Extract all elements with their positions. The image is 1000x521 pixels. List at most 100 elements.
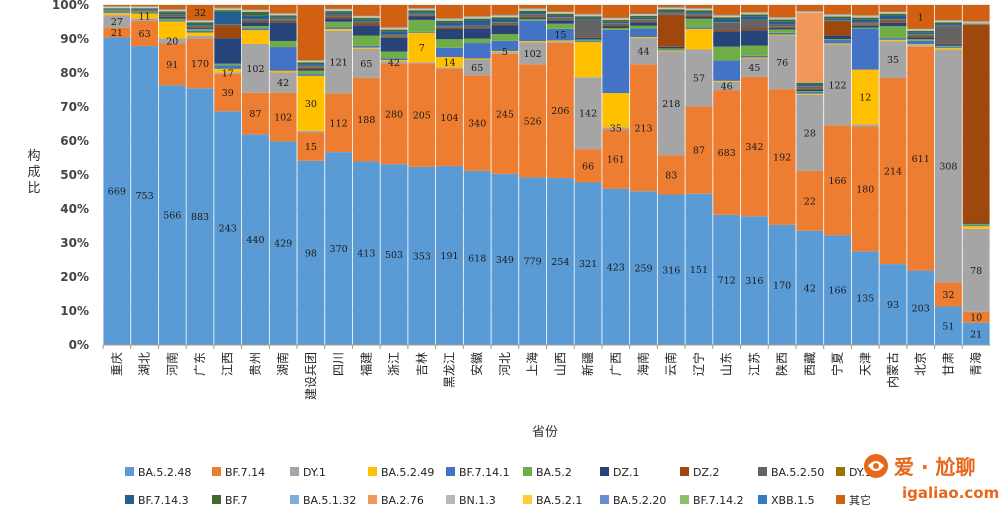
bar-segment	[768, 32, 796, 35]
bar-value-label: 20	[166, 36, 178, 47]
bar-segment	[436, 20, 463, 23]
bar-segment	[851, 126, 879, 252]
bar-segment	[186, 24, 214, 26]
bar-segment	[907, 36, 935, 38]
bar-segment	[713, 90, 741, 215]
bar-value-label: 32	[194, 8, 206, 19]
bar-value-label: 353	[413, 251, 431, 262]
bar-segment	[242, 21, 269, 23]
bar-segment	[325, 21, 353, 28]
bar-segment	[934, 47, 962, 50]
legend-swatch	[290, 495, 299, 504]
bar-value-label: 76	[776, 58, 788, 69]
bar-segment	[297, 130, 325, 133]
bar-value-label: 35	[610, 124, 622, 135]
bar-value-label: 166	[828, 286, 846, 297]
legend-label: BA.5.2.48	[138, 466, 191, 479]
bar-value-label: 151	[690, 265, 708, 276]
bar-segment	[380, 36, 408, 38]
y-tick-label: 10%	[60, 304, 89, 318]
bar-segment	[713, 19, 741, 23]
bar-segment	[879, 41, 907, 79]
bar-segment	[463, 20, 491, 26]
bar-value-label: 42	[277, 78, 289, 89]
bar-segment	[740, 58, 768, 77]
bar-value-label: 413	[357, 249, 375, 260]
bar-segment	[768, 25, 796, 27]
bar-segment	[962, 225, 990, 227]
bar-segment	[325, 16, 353, 19]
bar-segment	[519, 5, 547, 9]
bar-segment	[242, 15, 269, 20]
legend-item: BA.5.1.32	[290, 494, 356, 507]
bar-value-label: 245	[496, 109, 514, 120]
bar-segment	[214, 11, 242, 24]
bar-segment	[380, 37, 408, 52]
bar-segment	[657, 49, 685, 51]
bar-value-label: 42	[804, 283, 816, 294]
bar-segment	[214, 63, 242, 66]
bar-segment	[269, 47, 297, 71]
bar-segment	[546, 178, 574, 345]
legend-label: BA.5.2.49	[381, 466, 434, 479]
y-tick-label: 20%	[60, 270, 89, 284]
legend-swatch	[600, 467, 609, 476]
bar-segment	[851, 17, 879, 20]
bar-segment	[158, 5, 186, 10]
bar-segment	[103, 11, 131, 13]
bar-segment	[491, 24, 519, 26]
bar-value-label: 122	[828, 80, 846, 91]
bar-segment	[602, 20, 630, 22]
legend-swatch	[368, 495, 377, 504]
bar-segment	[962, 226, 990, 229]
bar-segment	[796, 230, 824, 345]
bar-value-label: 170	[773, 280, 791, 291]
bar-segment	[214, 72, 242, 74]
bar-value-label: 57	[693, 74, 705, 85]
bar-value-label: 63	[139, 29, 151, 40]
bar-value-label: 27	[111, 17, 123, 28]
bar-segment	[408, 62, 436, 64]
bar-segment	[436, 27, 463, 29]
x-tick-label: 浙江	[387, 352, 401, 376]
bar-segment	[297, 67, 325, 69]
legend-swatch	[836, 495, 845, 504]
x-tick-label: 西藏	[803, 352, 817, 376]
bar-segment	[519, 42, 547, 65]
bar-value-label: 203	[912, 303, 930, 314]
bar-segment	[491, 51, 519, 53]
bar-segment	[491, 5, 519, 15]
bar-segment	[519, 10, 547, 13]
bar-segment	[630, 64, 657, 192]
bar-segment	[602, 129, 630, 189]
bar-segment	[242, 43, 269, 93]
x-tick-label: 湖北	[137, 352, 152, 376]
bar-segment	[907, 39, 935, 41]
legend-item: DZ.2	[680, 466, 720, 479]
bar-value-label: 205	[413, 111, 431, 122]
bar-segment	[768, 26, 796, 28]
bar-segment	[657, 11, 685, 13]
bar-segment	[824, 5, 851, 15]
bar-segment	[546, 13, 574, 16]
legend-label: BN.1.3	[459, 494, 496, 507]
bar-segment	[907, 5, 935, 29]
bar-segment	[574, 17, 602, 20]
bar-segment	[824, 39, 851, 41]
bar-value-label: 135	[856, 294, 874, 305]
bar-segment	[768, 5, 796, 18]
bar-segment	[851, 124, 879, 127]
bar-segment	[602, 93, 630, 128]
x-tick-label: 河南	[164, 352, 179, 376]
y-tick-label: 60%	[60, 134, 89, 148]
bar-value-label: 440	[246, 235, 264, 246]
bar-value-label: 78	[970, 266, 982, 277]
bar-segment	[879, 15, 907, 19]
bar-segment	[297, 68, 325, 71]
bar-segment	[824, 44, 851, 126]
bar-segment	[630, 5, 657, 14]
legend-label: BF.7.14.3	[138, 494, 189, 507]
bar-value-label: 12	[859, 93, 871, 104]
bar-value-label: 779	[524, 257, 542, 268]
